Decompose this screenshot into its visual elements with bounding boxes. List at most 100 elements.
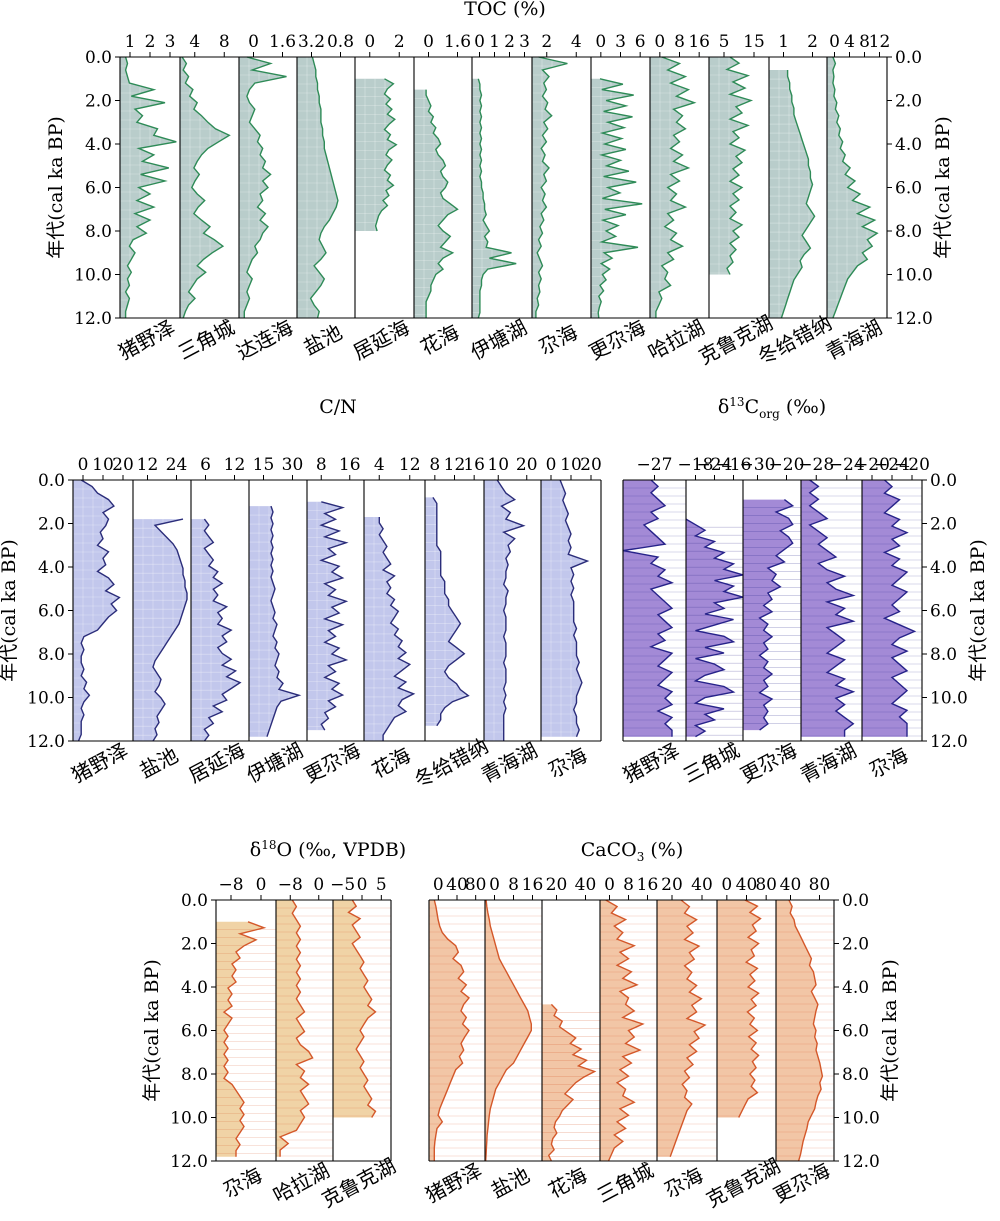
- series-area: [541, 480, 588, 737]
- x-tick-label: −8: [278, 875, 303, 895]
- y-axis-label: 年代(cal ka BP): [141, 959, 163, 1102]
- x-tick-label: 2: [541, 32, 552, 52]
- x-tick-label: 0: [829, 32, 840, 52]
- x-tick-label: −24: [874, 455, 910, 475]
- x-tick-label: 10: [92, 455, 114, 475]
- series-line: [832, 56, 879, 319]
- y-axis-label: 年代(cal ka BP): [0, 539, 20, 682]
- series-line: [485, 899, 532, 1162]
- series-盐池: 0 8 16 盐池: [485, 875, 543, 1203]
- x-tick-label: 15: [743, 32, 765, 52]
- site-label: 三角城: [679, 738, 743, 787]
- series-line: [597, 78, 643, 319]
- x-tick-label: 5: [376, 875, 387, 895]
- series-area: [333, 900, 376, 1118]
- x-tick-label: 4: [844, 32, 855, 52]
- y-tick-label: 4.0: [181, 978, 208, 998]
- x-tick-label: 40: [575, 875, 597, 895]
- x-tick-label: 40: [780, 875, 802, 895]
- series-三角城: 4 8 三角城: [174, 32, 239, 364]
- x-tick-label: 3: [165, 32, 176, 52]
- x-tick-label: −27: [637, 455, 673, 475]
- y-tick-label: 10.0: [930, 689, 968, 709]
- series-area: [297, 57, 338, 318]
- series-三角城: 0 8 16 三角城: [593, 875, 658, 1207]
- x-tick-label: 40: [736, 875, 758, 895]
- y-tick-label: 8.0: [842, 1065, 869, 1085]
- y-tick-label: 12.0: [74, 309, 112, 329]
- x-tick-label: 0: [364, 32, 375, 52]
- site-label: 克鲁克湖: [318, 1153, 400, 1212]
- y-tick-label: 0.0: [842, 891, 869, 911]
- x-tick-label: 8: [859, 32, 870, 52]
- y-axis-label: 年代(cal ka BP): [932, 116, 954, 259]
- series-line: [222, 921, 267, 1157]
- x-tick-label: 12: [399, 455, 421, 475]
- series-line: [374, 78, 398, 232]
- site-label: 尕海: [865, 743, 912, 783]
- y-tick-label: 6.0: [930, 602, 957, 622]
- series-area: [709, 57, 751, 275]
- x-tick-label: 8: [674, 32, 685, 52]
- site-label: 花海: [544, 1163, 591, 1203]
- x-tick-label: 2: [145, 32, 156, 52]
- series-line: [477, 78, 517, 319]
- series-line: [425, 89, 459, 318]
- y-tick-label: 2.0: [181, 935, 208, 955]
- series-青海湖: −28−24 青海湖: [796, 455, 865, 787]
- y-tick-label: 0.0: [930, 471, 957, 491]
- series-area: [191, 519, 241, 741]
- site-label: 青海湖: [796, 738, 860, 787]
- series-达连海: 0 1.6 达连海: [233, 32, 297, 364]
- series-line: [547, 1003, 597, 1162]
- panel-title: δ13Corg (‰): [718, 395, 826, 421]
- x-tick-label: 8: [429, 455, 440, 475]
- series-line: [655, 56, 697, 318]
- y-tick-label: 6.0: [895, 179, 922, 199]
- x-tick-label: 6: [200, 455, 211, 475]
- series-line: [788, 899, 824, 1162]
- series-伊塘湖: 0 1 2 3 伊塘湖: [467, 32, 532, 364]
- series-area: [657, 900, 705, 1157]
- series-花海: 0 1.6 花海: [414, 32, 472, 360]
- y-axis-label: 年代(cal ka BP): [879, 959, 901, 1102]
- series-line: [77, 479, 121, 742]
- series-area: [862, 480, 915, 737]
- series-area: [623, 480, 672, 737]
- site-label: 青海湖: [822, 315, 886, 364]
- x-tick-label: 4: [189, 32, 200, 52]
- site-label: 冬给错纳: [410, 733, 492, 792]
- series-line: [181, 56, 231, 319]
- x-tick-label: −18: [678, 455, 714, 475]
- site-label: 花海: [368, 743, 415, 783]
- x-tick-label: 16: [339, 455, 361, 475]
- x-tick-label: 0: [357, 875, 368, 895]
- y-tick-label: 2.0: [895, 92, 922, 112]
- site-label: 盐池: [487, 1163, 534, 1203]
- y-tick-label: 6.0: [181, 1022, 208, 1042]
- site-label: 猪野泽: [68, 738, 132, 787]
- y-tick-label: 8.0: [930, 645, 957, 665]
- series-area: [239, 57, 287, 318]
- site-label: 尕海: [544, 743, 591, 783]
- y-tick-label: 10.0: [74, 266, 112, 286]
- series-area: [216, 921, 264, 1157]
- series-area: [414, 89, 458, 318]
- series-area: [249, 506, 299, 737]
- y-tick-label: 0.0: [85, 48, 112, 68]
- series-花海: 4 12 花海: [364, 455, 425, 783]
- series-area: [600, 900, 643, 1161]
- series-area: [776, 900, 823, 1161]
- x-tick-label: 0: [654, 32, 665, 52]
- y-tick-label: 2.0: [842, 935, 869, 955]
- x-tick-label: 6: [635, 32, 646, 52]
- x-tick-label: 16: [688, 32, 710, 52]
- site-label: 居延海: [349, 315, 413, 364]
- y-tick-label: 4.0: [930, 558, 957, 578]
- y-tick-label: 12.0: [27, 732, 65, 752]
